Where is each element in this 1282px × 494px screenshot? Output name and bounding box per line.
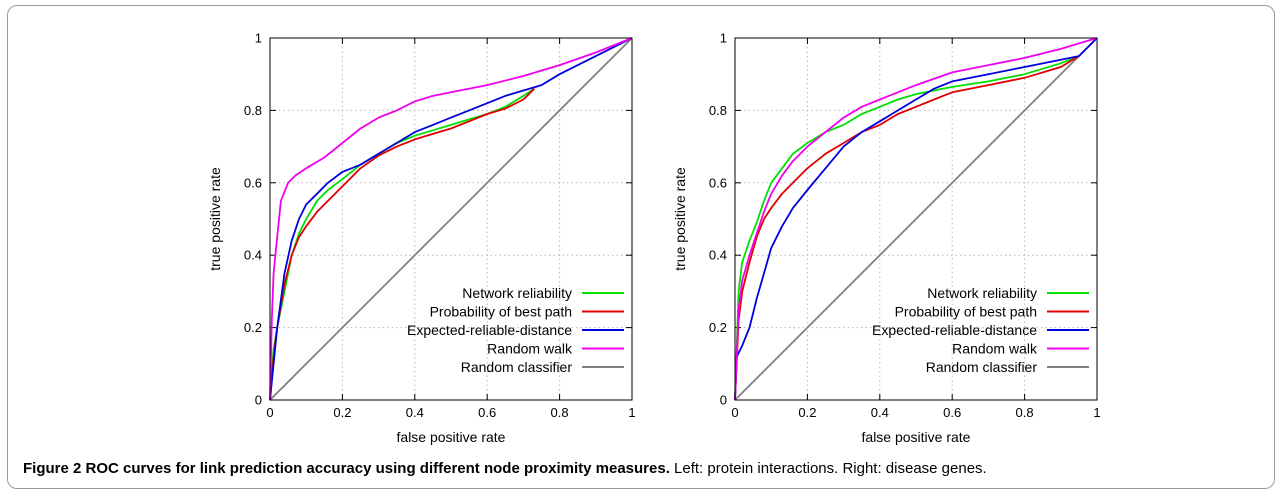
figure-frame	[7, 5, 1275, 489]
right-legend-label-network-reliability: Network reliability	[927, 285, 1037, 301]
right-legend-label-random-walk: Random walk	[952, 341, 1038, 357]
right-legend-label-random-classifier: Random classifier	[926, 359, 1038, 375]
right-ytick-label-5: 1	[720, 31, 727, 46]
left-ytick-label-1: 0.2	[244, 320, 262, 335]
left-xtick-label-4: 0.8	[551, 405, 569, 420]
left-series	[269, 37, 633, 401]
right-xtick-label-1: 0.2	[798, 405, 816, 420]
left-legend-label-random-classifier: Random classifier	[461, 359, 573, 375]
right-legend: Network reliability Probability of best p…	[872, 285, 1089, 375]
right-ytick-label-0: 0	[720, 393, 727, 408]
right-legend-label-probability-of-best-path: Probability of best path	[895, 304, 1037, 320]
left-ytick-label-2: 0.4	[244, 248, 262, 263]
left-series-expected-reliable-distance	[269, 37, 633, 401]
right-xtick-label-3: 0.6	[943, 405, 961, 420]
right-ytick-label-2: 0.4	[709, 248, 727, 263]
left-series-random-classifier	[269, 37, 633, 401]
left-legend-label-random-walk: Random walk	[487, 341, 573, 357]
right-ytick-label-4: 0.8	[709, 103, 727, 118]
left-ytick-label-3: 0.6	[244, 175, 262, 190]
left-x-axis-label: false positive rate	[397, 429, 506, 445]
left-series-probability-of-best-path	[269, 88, 535, 401]
right-legend-label-expected-reliable-distance: Expected-reliable-distance	[872, 322, 1037, 338]
caption-text: Left: protein interactions. Right: disea…	[674, 460, 987, 477]
right-xtick-label-5: 1	[1093, 405, 1100, 420]
right-series-random-classifier	[734, 37, 1098, 401]
left-ytick-label-4: 0.8	[244, 103, 262, 118]
caption-label: Figure 2	[23, 460, 82, 477]
right-y-axis-label: true positive rate	[672, 167, 688, 271]
right-ytick-label-1: 0.2	[709, 320, 727, 335]
right-series	[734, 37, 1098, 401]
right-xtick-label-0: 0	[731, 405, 738, 420]
caption-title: ROC curves for link prediction accuracy …	[85, 460, 670, 477]
left-plot-border	[269, 37, 633, 401]
left-xtick-label-1: 0.2	[333, 405, 351, 420]
figure-caption: Figure 2 ROC curves for link prediction …	[23, 460, 1263, 478]
left-legend: Network reliability Probability of best p…	[407, 285, 624, 375]
left-ytick-label-5: 1	[255, 31, 262, 46]
right-xtick-label-4: 0.8	[1016, 405, 1034, 420]
right-ytick-label-3: 0.6	[709, 175, 727, 190]
left-xtick-label-3: 0.6	[478, 405, 496, 420]
right-xtick-label-2: 0.4	[871, 405, 889, 420]
right-series-random-walk	[734, 37, 1098, 401]
right-plot-border	[734, 37, 1098, 401]
left-legend-label-probability-of-best-path: Probability of best path	[430, 304, 572, 320]
right-grid	[735, 38, 1097, 400]
left-xtick-label-5: 1	[628, 405, 635, 420]
left-y-axis-label: true positive rate	[207, 167, 223, 271]
left-legend-label-network-reliability: Network reliability	[462, 285, 572, 301]
left-legend-label-expected-reliable-distance: Expected-reliable-distance	[407, 322, 572, 338]
left-xtick-label-2: 0.4	[406, 405, 424, 420]
left-xtick-label-0: 0	[266, 405, 273, 420]
right-x-axis-label: false positive rate	[862, 429, 971, 445]
right-series-expected-reliable-distance	[734, 37, 1098, 401]
left-grid	[270, 38, 632, 400]
right-series-probability-of-best-path	[734, 55, 1080, 401]
left-series-random-walk	[269, 37, 633, 401]
right-series-network-reliability	[734, 55, 1080, 401]
left-ytick-label-0: 0	[255, 393, 262, 408]
roc-chart-left: 0 0.2 0.4 0.6 0.8 1 0 0.2 0.4 0.6 0.8 1 Network reli…	[207, 31, 636, 446]
roc-chart-right: 0 0.2 0.4 0.6 0.8 1 0 0.2 0.4 0.6 0.8 1 Network reli…	[672, 31, 1101, 446]
